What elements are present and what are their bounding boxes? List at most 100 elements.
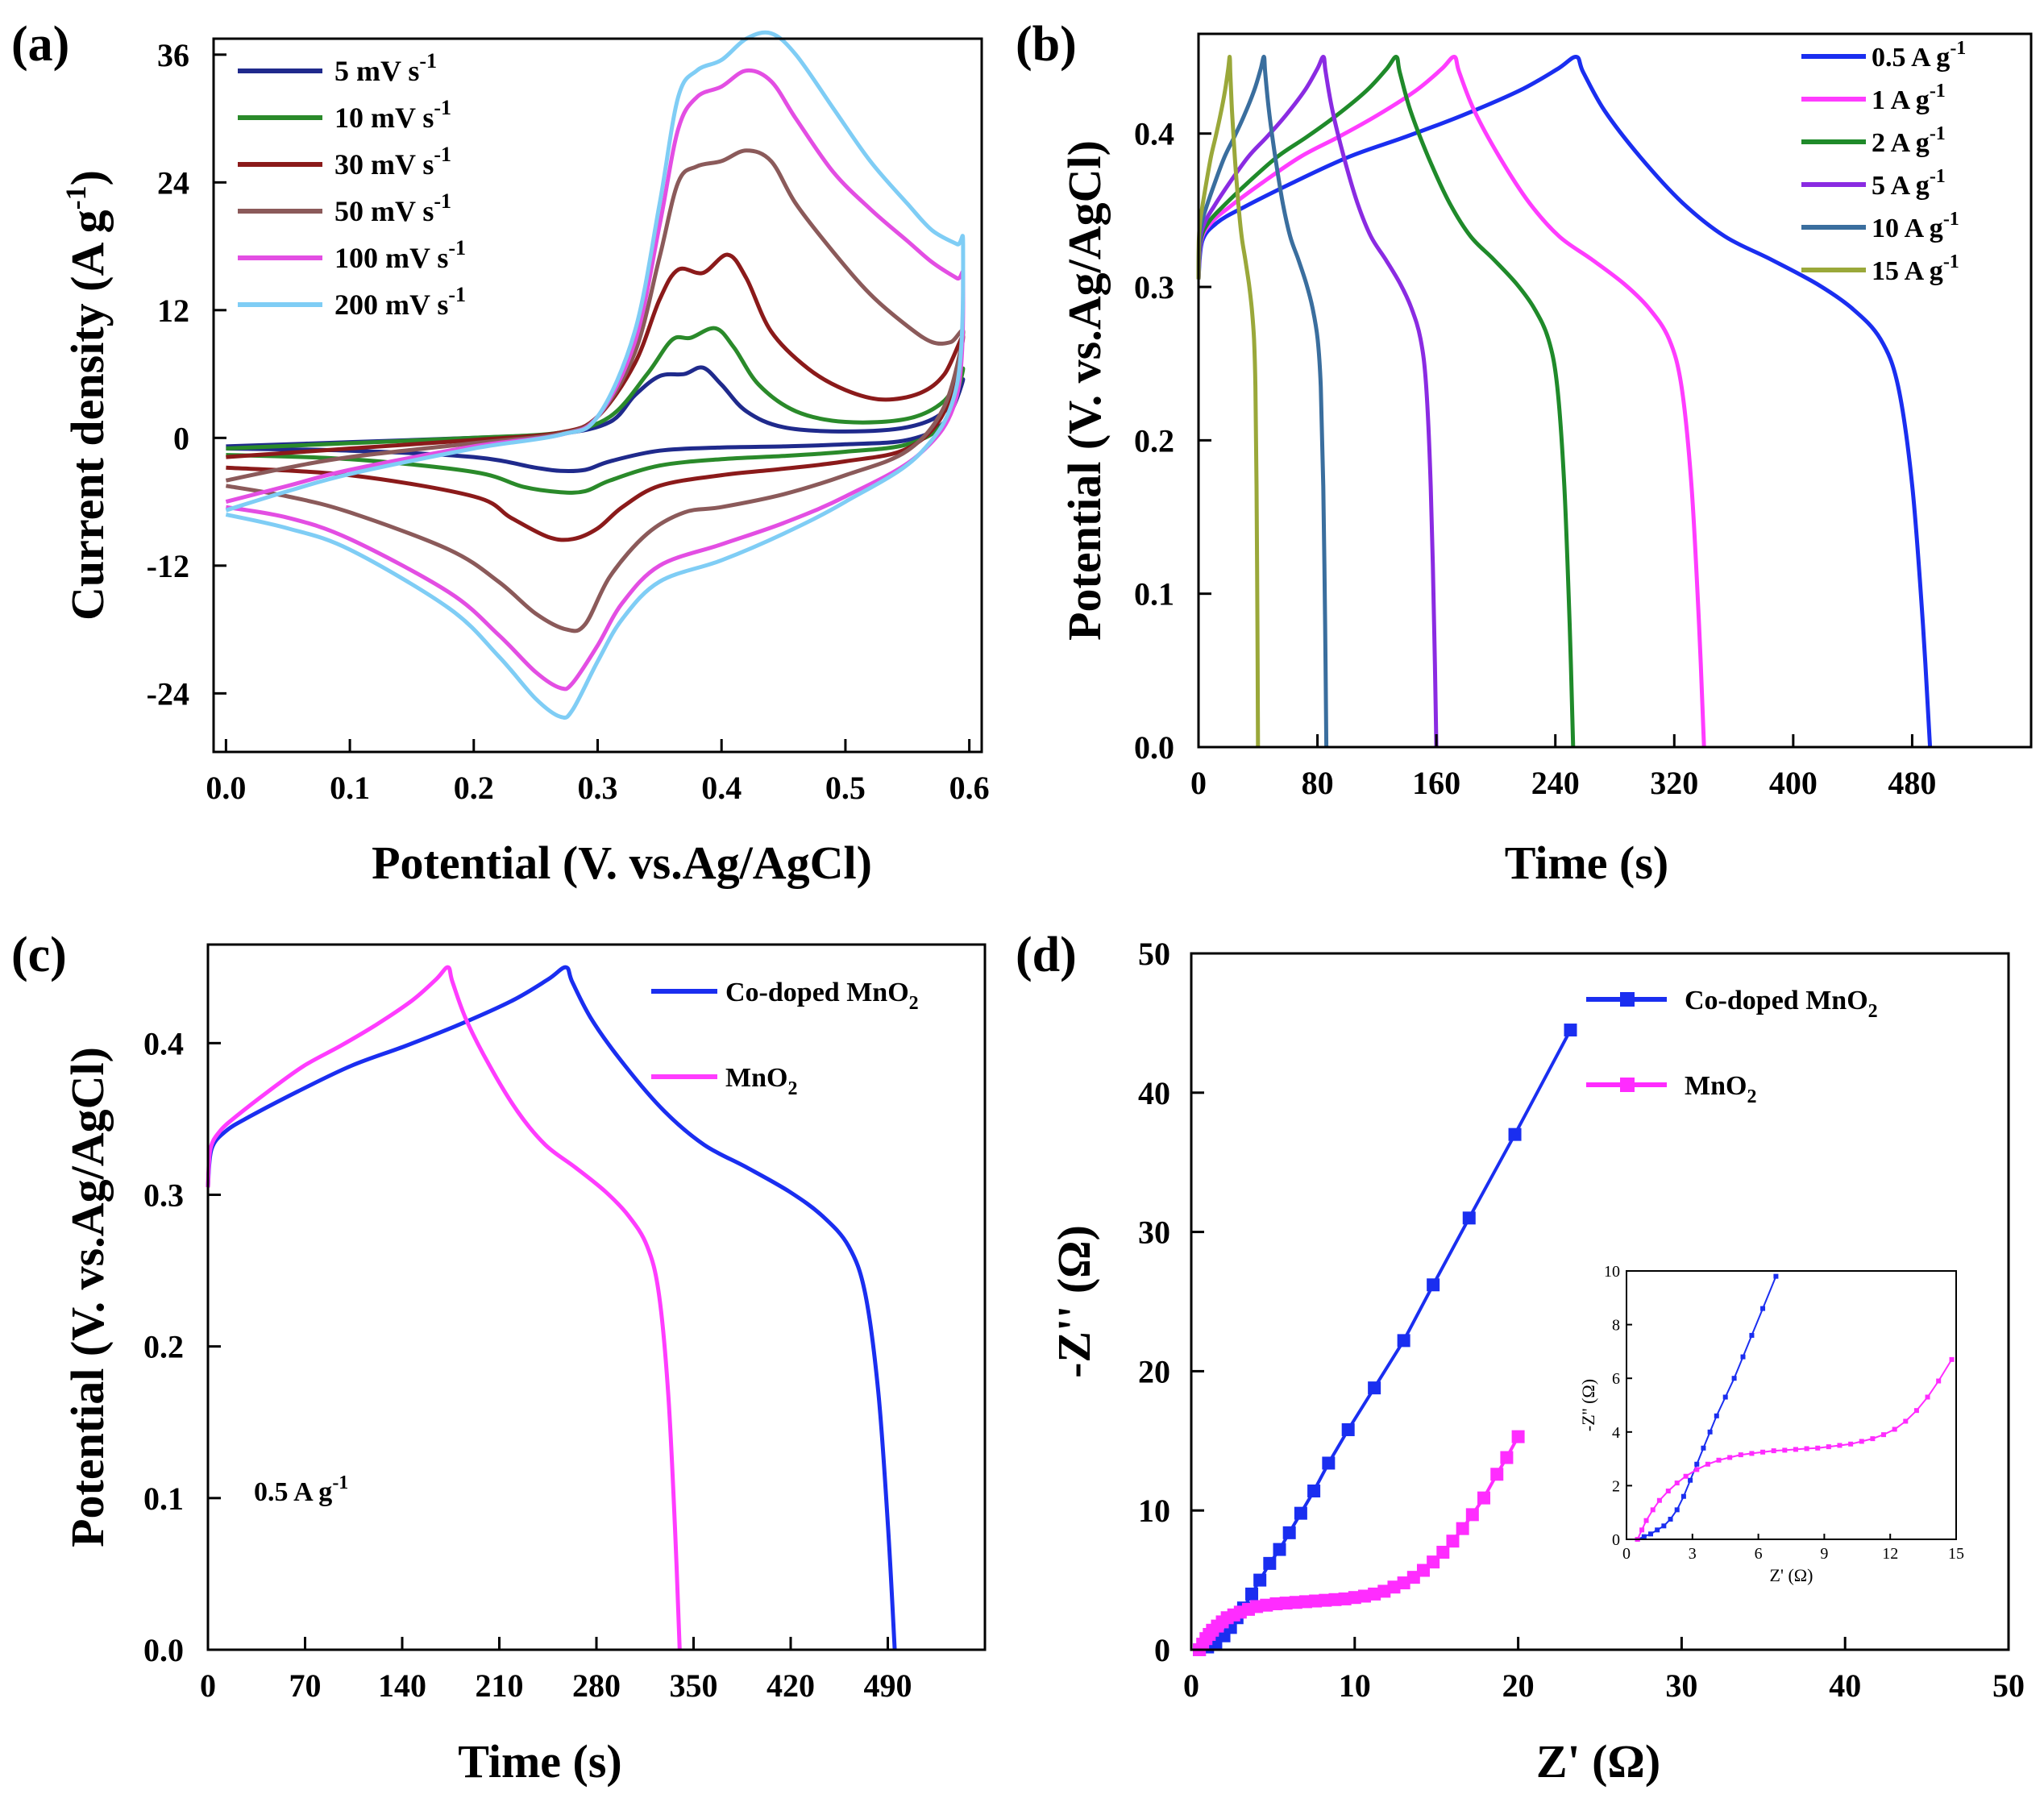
panel-b-x-tick-label: 160 — [1412, 765, 1460, 801]
panel-b-y-tick-label: 0.2 — [1134, 422, 1174, 459]
gcd-curve-6 — [1196, 54, 1261, 748]
panel-a-y-tick-label: 36 — [157, 37, 189, 73]
panel-a-y-axis-title: Current density (A g-1) — [60, 170, 114, 621]
inset-point — [1650, 1507, 1656, 1513]
panel-d-label: (d) — [1016, 928, 1077, 982]
panel-b-series — [1196, 54, 1933, 748]
nyquist-point — [1387, 1580, 1401, 1594]
panel-a-x-tick-label: 0.3 — [578, 770, 618, 806]
inset-point — [1641, 1534, 1647, 1539]
panel-d-legend: Co-doped MnO2 MnO2 — [1586, 986, 1878, 1107]
inset-point — [1804, 1446, 1809, 1451]
nyquist-point — [1500, 1451, 1514, 1464]
gcd-curve-1 — [1196, 55, 1933, 748]
legend-marker — [1620, 992, 1635, 1007]
nyquist-point — [1273, 1543, 1286, 1556]
inset-y-tick-label: 6 — [1612, 1370, 1620, 1388]
panel-d-x-tick-label: 20 — [1502, 1667, 1535, 1704]
legend-label-sub: 2 — [909, 993, 919, 1014]
inset-point — [1707, 1429, 1713, 1435]
gcd-curve-2 — [206, 965, 682, 1651]
nyquist-point — [1279, 1597, 1293, 1610]
panel-d-y-tick-label: 30 — [1138, 1215, 1170, 1251]
panel-c-legend: Co-doped MnO2 MnO2 — [651, 978, 919, 1099]
nyquist-point — [1322, 1456, 1336, 1470]
gcd-curve-2 — [1196, 55, 1706, 748]
inset-y-tick-label: 0 — [1612, 1531, 1620, 1549]
panel-b-y-tick-label: 0.4 — [1134, 116, 1174, 152]
nyquist-point — [1477, 1491, 1491, 1505]
inset-point — [1643, 1518, 1649, 1523]
panel-b-x-tick-label: 240 — [1531, 765, 1580, 801]
inset-series-2 — [1635, 1356, 1955, 1542]
inset-point — [1870, 1436, 1876, 1442]
panel-c-y-tick-label: 0.0 — [143, 1632, 184, 1668]
inset-point — [1665, 1489, 1671, 1494]
panel-b-label: (b) — [1016, 17, 1077, 72]
nyquist-point — [1341, 1422, 1355, 1436]
panel-a-x-tick-label: 0.5 — [825, 770, 866, 806]
inset-frame — [1626, 1270, 1957, 1540]
panel-c-y-tick-label: 0.2 — [143, 1329, 184, 1365]
panel-d-y-tick-label: 20 — [1138, 1353, 1170, 1389]
gcd-curve-5 — [1196, 54, 1329, 748]
panel-c-x-tick-label: 0 — [200, 1667, 216, 1704]
legend-label: MnO2 — [1685, 1071, 1756, 1107]
panel-d-y-tick-label: 10 — [1138, 1493, 1170, 1529]
inset-point — [1892, 1426, 1897, 1432]
nyquist-point — [1406, 1571, 1420, 1584]
inset-point — [1749, 1332, 1755, 1338]
legend-label: 10 mV s-1 — [334, 96, 451, 134]
panel-d-x-tick-label: 40 — [1829, 1667, 1861, 1704]
panel-a-label: (a) — [11, 17, 69, 72]
inset-y-tick-label: 4 — [1612, 1424, 1620, 1442]
legend-label: 10 A g-1 — [1872, 209, 1959, 243]
inset-point — [1722, 1394, 1728, 1400]
inset-y-axis-title: -Z'' (Ω) — [1578, 1379, 1598, 1431]
nyquist-point — [1298, 1595, 1312, 1609]
inset-point — [1815, 1445, 1821, 1451]
nyquist-series-2 — [1193, 1430, 1525, 1656]
panel-a: (a) 0.0 0.1 0.2 0.3 0.4 0.5 0.6 -24 -12 0 12 24 36 Pot… — [11, 17, 990, 889]
inset-series-1 — [1635, 1273, 1779, 1542]
panel-c-series — [206, 965, 897, 1651]
panel-c-y-tick-label: 0.3 — [143, 1177, 184, 1213]
panel-a-x-tick-label: 0.4 — [701, 770, 742, 806]
inset-point — [1793, 1447, 1798, 1452]
inset-point — [1727, 1455, 1733, 1460]
inset-point — [1656, 1497, 1662, 1503]
legend-label: 30 mV s-1 — [334, 143, 451, 181]
inset-point — [1680, 1493, 1686, 1499]
nyquist-point — [1508, 1127, 1522, 1141]
panel-a-series — [225, 30, 966, 720]
nyquist-point — [1368, 1587, 1381, 1601]
panel-b-x-tick-label: 480 — [1888, 765, 1936, 801]
annotation-sup: -1 — [332, 1472, 348, 1493]
nyquist-point — [1446, 1534, 1460, 1548]
panel-a-x-tick-label: 0.0 — [206, 770, 246, 806]
inset-point — [1655, 1527, 1660, 1533]
inset-point — [1859, 1439, 1864, 1444]
panel-c-x-tick-label: 70 — [289, 1667, 322, 1704]
nyquist-point — [1416, 1564, 1430, 1577]
panel-c-plot-frame — [206, 943, 987, 1651]
inset-y-tick-label: 2 — [1612, 1477, 1620, 1495]
nyquist-point — [1436, 1546, 1450, 1559]
panel-b-x-tick-label: 0 — [1190, 765, 1207, 801]
legend-label: 15 A g-1 — [1872, 251, 1959, 286]
gcd-curve-3 — [1196, 55, 1576, 748]
legend-label-sub: 2 — [787, 1078, 797, 1099]
nyquist-point — [1456, 1522, 1469, 1535]
inset-point — [1738, 1452, 1743, 1458]
panel-d-series — [1193, 1024, 1577, 1656]
legend-label-sup: -1 — [1943, 209, 1959, 230]
nyquist-point — [1263, 1556, 1277, 1570]
panel-c-x-axis-title: Time (s) — [458, 1735, 622, 1788]
nyquist-line — [1198, 1435, 1520, 1651]
nyquist-point — [1282, 1526, 1296, 1539]
legend-label-sup: -1 — [434, 189, 451, 213]
nyquist-point — [1309, 1594, 1323, 1608]
legend-marker — [1620, 1078, 1635, 1092]
